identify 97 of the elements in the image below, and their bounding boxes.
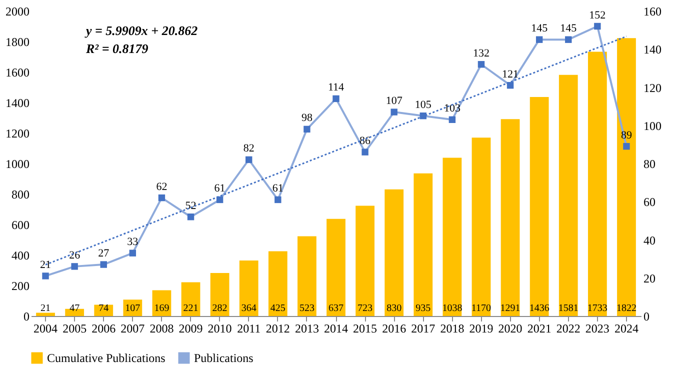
annotation: y = 5.9909x + 20.862 [84,23,198,38]
data-label: 33 [127,236,139,248]
x-tick-label: 2024 [614,322,638,336]
x-tick-label: 2016 [382,322,406,336]
bar [298,236,316,316]
data-label: 935 [416,303,431,314]
x-tick-label: 2017 [411,322,436,336]
y-tick-label: 1200 [6,126,30,140]
data-label: 105 [414,98,432,111]
data-label: 637 [328,303,344,314]
data-label: 132 [472,47,490,60]
data-label: 74 [98,303,109,314]
x-tick-label: 2021 [527,322,552,336]
data-label: 145 [560,22,578,35]
data-label: 103 [444,102,461,115]
y2-tick-label: 100 [644,118,662,133]
data-label: 98 [301,112,313,124]
x-tick-label: 2022 [556,322,580,336]
x-tick-label: 2008 [150,322,174,336]
data-label: 1581 [558,303,578,314]
x-tick-label: 2020 [498,322,522,336]
y-tick-label: 1400 [6,96,30,110]
y-tick-label: 2000 [6,4,30,18]
y-tick-label: 400 [12,248,30,262]
bar [617,38,636,316]
bar [239,260,258,316]
data-label: 425 [270,303,286,314]
data-label: 62 [156,180,168,193]
data-label: 107 [386,95,403,108]
data-label: 1733 [587,303,608,314]
bar [326,218,346,316]
y2-tick-label: 80 [644,157,656,171]
data-label: 21 [40,303,51,314]
data-label: 1822 [616,303,636,314]
data-label: 364 [241,303,256,314]
data-label: 61 [272,182,284,195]
y2-tick-label: 160 [644,4,662,18]
y2-tick-label: 20 [644,271,656,286]
x-tick-label: 2018 [440,322,464,336]
legend-label: Publications [194,351,254,365]
x-tick-label: 2015 [353,322,378,336]
data-label: 152 [589,9,606,22]
data-label: 107 [125,303,140,314]
y2-tick-label: 120 [644,80,662,95]
data-label: 169 [154,303,170,314]
data-label: 61 [214,182,226,195]
x-tick-label: 2009 [178,322,203,336]
y-tick-label: 0 [24,310,30,324]
data-label: 27 [98,248,110,260]
x-tick-label: 2010 [208,322,232,336]
bar [210,272,230,316]
data-label: 114 [328,82,345,94]
bar [36,312,55,316]
bar [500,119,520,316]
legend-label: Cumulative Publications [47,351,166,365]
y2-tick-label: 60 [644,195,656,210]
bar [442,158,462,316]
data-label: 82 [243,142,254,155]
data-label: 21 [40,258,52,271]
y-tick-label: 200 [12,279,30,293]
x-tick-label: 2023 [585,322,610,336]
bar [384,189,404,316]
y-tick-label: 600 [12,218,30,232]
y2-tick-label: 40 [644,233,656,248]
data-label: 830 [386,303,402,314]
bar [472,138,491,316]
bar [356,206,374,316]
bar [268,251,288,316]
x-tick-label: 2005 [62,322,87,336]
bar [530,97,549,316]
bar [181,282,200,316]
x-tick-label: 2007 [120,322,145,336]
data-label: 121 [502,68,519,80]
data-label: 1291 [500,303,520,314]
y-tick-label: 1600 [6,66,30,80]
data-label: 145 [531,22,548,35]
y-tick-label: 1800 [6,35,30,49]
data-label: 282 [212,303,228,314]
y2-tick-label: 0 [644,310,650,324]
x-tick-label: 2004 [34,322,58,336]
bar [588,52,607,316]
data-label: 1436 [529,303,550,314]
x-tick-label: 2019 [469,322,494,336]
y2-tick-label: 140 [644,42,662,57]
x-tick-label: 2006 [92,322,116,336]
x-tick-label: 2012 [266,322,290,336]
data-label: 523 [299,303,314,314]
data-label: 723 [358,303,373,314]
bar [558,74,578,316]
bar [414,173,433,316]
annotation: R² = 0.8179 [85,41,149,56]
x-tick-label: 2011 [237,322,261,336]
y-tick-label: 800 [12,188,30,202]
x-tick-label: 2014 [324,322,348,336]
y-tick-label: 1000 [6,157,30,171]
x-tick-label: 2013 [294,322,319,336]
data-label: 221 [183,303,198,314]
